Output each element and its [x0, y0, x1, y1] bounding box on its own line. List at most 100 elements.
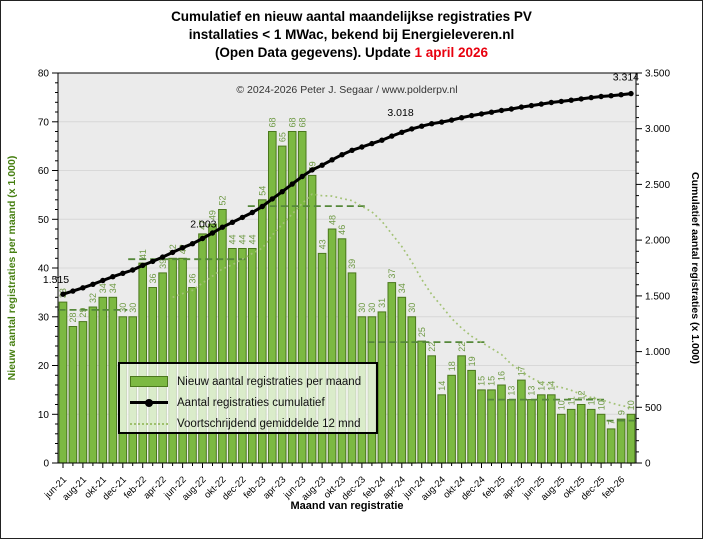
right-axis-tick-label: 1.000	[645, 347, 670, 358]
bar	[407, 316, 417, 464]
bar-value-label: 11	[586, 396, 596, 405]
bar	[447, 374, 456, 464]
bar-value-label: 14	[437, 381, 447, 391]
bar-value-label: 15	[487, 376, 497, 386]
right-axis-tick-label: 3.500	[645, 69, 670, 80]
bar	[387, 282, 397, 464]
cumulative-marker	[518, 104, 525, 110]
bar-value-label: 49	[208, 210, 218, 220]
moving-average-line	[172, 193, 632, 408]
cumulative-marker	[60, 291, 66, 297]
bar-value-label: 28	[68, 312, 78, 322]
cumulative-marker	[458, 115, 465, 121]
bar	[88, 306, 98, 464]
bar-value-label: 43	[317, 239, 327, 249]
bar	[507, 399, 516, 464]
legend-item-cumulative: Aantal registraties cumulatief	[130, 392, 376, 413]
cumulative-marker	[229, 219, 236, 225]
cumulative-marker	[329, 157, 335, 163]
cumulative-marker	[548, 99, 554, 106]
bar-value-label: 18	[447, 361, 457, 371]
right-axis-title: Cumulatief aantal registraties (x 1.000)	[689, 172, 701, 364]
bar	[68, 326, 78, 464]
bar-value-label: 65	[277, 132, 287, 142]
cumulative-marker	[478, 111, 485, 117]
bar	[497, 384, 506, 464]
cumulative-marker	[189, 241, 196, 247]
chart-title-line3: (Open Data gegevens). Update 1 april 202…	[1, 44, 702, 62]
bar	[78, 321, 88, 464]
bar	[517, 379, 526, 464]
chart-legend: Nieuw aantal registraties per maand Aant…	[118, 362, 378, 434]
bar	[537, 394, 546, 464]
bar-value-label: 68	[287, 117, 297, 127]
bar	[417, 340, 426, 464]
cumulative-marker	[628, 90, 634, 97]
bar-value-label: 44	[228, 234, 238, 244]
right-axis-tick-label: 2.500	[645, 180, 670, 191]
bar	[606, 428, 616, 464]
bar-value-label: 41	[138, 249, 148, 259]
cumulative-marker	[349, 147, 355, 153]
left-axis-tick-label: 40	[38, 264, 50, 275]
cumulative-marker	[538, 101, 544, 107]
bar	[98, 296, 108, 464]
cumulative-line	[62, 92, 632, 296]
cumulative-marker	[279, 189, 285, 195]
bar-value-label: 34	[397, 283, 407, 293]
cumulative-marker	[598, 93, 604, 100]
cumulative-marker	[179, 245, 186, 251]
year-average-segments	[58, 205, 636, 422]
cumulative-marker	[269, 196, 275, 202]
cumulative-marker	[309, 167, 315, 173]
cumulative-marker	[429, 121, 435, 127]
bar	[566, 408, 576, 464]
bar-value-label: 39	[347, 259, 357, 269]
cumulative-marker	[209, 230, 216, 236]
bar-value-label: 10	[557, 400, 567, 410]
bar-value-label: 30	[367, 303, 377, 313]
bar-value-label: 44	[238, 234, 248, 244]
bar	[616, 418, 626, 464]
bar-series-swatch-icon	[130, 376, 168, 387]
cumulative-marker	[159, 254, 166, 260]
bar-value-label: 14	[537, 381, 547, 391]
bar	[527, 399, 536, 464]
cumulative-marker	[140, 262, 146, 269]
cumulative-marker	[488, 109, 495, 115]
chart-title: Cumulatief en nieuw aantal maandelijkse …	[1, 8, 702, 62]
bar-value-label: 15	[477, 376, 487, 386]
legend-item-moving-average: Voortschrijdend gemiddelde 12 mnd	[130, 413, 376, 434]
cumulative-marker	[80, 285, 86, 291]
x-axis-tick-label: apr-25	[500, 474, 527, 501]
bar-value-label: 36	[188, 273, 198, 283]
x-axis-tick-label: apr-24	[381, 474, 408, 501]
bar-value-label: 68	[268, 117, 278, 127]
cumulative-marker	[558, 98, 564, 105]
bar	[576, 404, 586, 464]
cumulative-marker	[588, 94, 594, 101]
cumulative-marker	[439, 119, 445, 125]
bar-value-label: 13	[527, 386, 537, 396]
chart-title-line3-prefix: (Open Data gegevens). Update	[214, 45, 415, 60]
bar-value-label: 48	[327, 215, 337, 225]
cumulative-marker	[568, 97, 574, 103]
left-axis-tick-label: 10	[38, 410, 50, 421]
cumulative-marker	[369, 140, 375, 147]
cumulative-marker	[219, 224, 226, 230]
bar-value-label: 12	[576, 390, 586, 400]
bar-value-label: 31	[377, 298, 387, 308]
bar-value-label: 11	[566, 396, 576, 405]
legend-label-moving-average: Voortschrijdend gemiddelde 12 mnd	[177, 417, 361, 430]
cumulative-marker	[100, 277, 106, 284]
legend-label-bars: Nieuw aantal registraties per maand	[177, 375, 362, 388]
bar-value-label: 32	[88, 293, 98, 303]
bar-value-label: 59	[307, 161, 317, 171]
cumulative-milestone-label: 3.018	[387, 107, 413, 119]
right-axis-tick-label: 500	[645, 403, 662, 414]
cumulative-marker	[339, 152, 345, 158]
right-axis-tick-label: 3.000	[645, 124, 670, 135]
cumulative-marker	[130, 267, 136, 273]
cumulative-marker	[289, 181, 295, 187]
